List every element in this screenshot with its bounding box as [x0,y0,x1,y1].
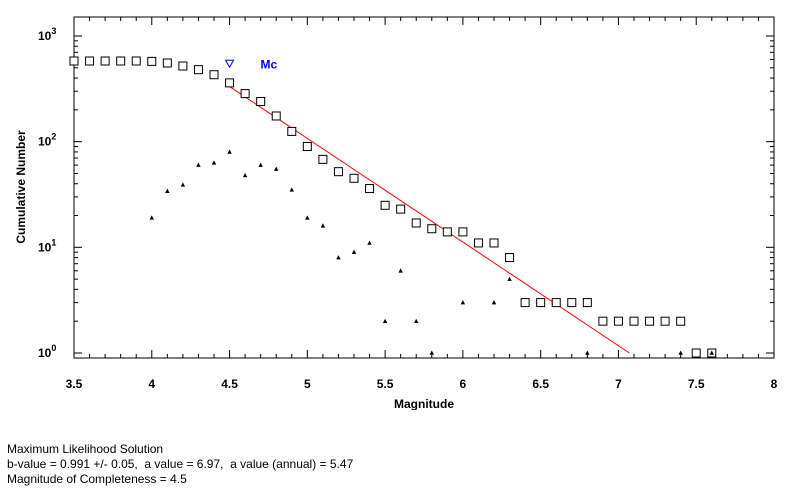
x-axis-title: Magnitude [394,397,454,410]
x-tick-label: 5.5 [377,377,394,391]
x-tick-labels: 3.5 4 4.5 5 5.5 6 6.5 7 7.5 8 [66,377,778,391]
cumulative-point [349,173,359,183]
cumulative-point [427,224,437,234]
x-tick-label: 4 [148,377,155,391]
cumulative-point [271,111,281,121]
incremental-point [709,350,714,355]
cumulative-point [505,253,515,263]
mc-marker [224,59,235,69]
info-line-1: Maximum Likelihood Solution [7,442,164,456]
cumulative-point [411,218,421,228]
incremental-point [382,318,388,323]
incremental-point [258,162,263,167]
cumulative-point [116,56,126,66]
cumulative-point [645,316,655,326]
cumulative-point [396,204,406,214]
cumulative-point [365,184,375,194]
cumulative-point [380,200,390,210]
info-line-2: b-value = 0.991 +/- 0.05, a value = 6.97… [7,457,354,471]
cumulative-point [85,56,95,66]
incremental-point [507,276,512,281]
cumulative-point [256,96,266,106]
cumulative-point [489,238,499,248]
incremental-point [305,215,310,220]
incremental-point [678,350,683,355]
incremental-point [398,268,403,273]
incremental-point [149,215,154,220]
axis-ticks [73,17,775,358]
incremental-point [242,172,248,178]
cumulative-point [209,70,219,80]
x-tick-label: 5 [304,377,311,391]
cumulative-point [473,238,483,248]
incremental-point [289,187,294,192]
y-tick-label: 100 [38,343,56,360]
cumulative-point [660,316,670,326]
incremental-point [180,182,186,187]
y-tick-label: 102 [38,132,56,149]
cumulative-point [100,56,110,66]
incremental-point [414,318,419,323]
incremental-point [351,249,357,254]
fit-line [229,86,630,354]
incremental-point [211,160,217,165]
cumulative-point [691,348,701,358]
cumulative-point [551,298,561,308]
plot-frame [73,16,775,359]
cumulative-point [613,316,623,326]
cumulative-point [147,56,157,66]
incremental-point [336,255,341,260]
incremental-point [460,300,466,305]
y-tick-label: 101 [38,237,56,254]
cumulative-point [629,316,639,326]
cumulative-point [287,126,297,136]
cumulative-point [676,316,686,326]
x-tick-label: 3.5 [66,377,83,391]
incremental-point [227,149,232,154]
cumulative-point [598,316,608,326]
info-line-3: Magnitude of Completeness = 4.5 [7,472,187,486]
data-points [69,56,717,358]
annotations: Mc [224,57,278,71]
x-tick-label: 7.5 [688,377,705,391]
x-tick-label: 6.5 [532,377,549,391]
y-tick-label: 103 [38,26,56,43]
x-tick-label: 6 [460,377,467,391]
cumulative-point [162,58,172,68]
y-axis-title: Cumulative Number [14,130,28,244]
cumulative-point [567,298,577,308]
incremental-point [367,240,372,245]
cumulative-point [520,298,530,308]
cumulative-point [442,227,452,237]
cumulative-point [193,65,203,75]
mc-label: Mc [261,57,278,71]
cumulative-point [178,61,188,71]
cumulative-point [302,142,312,152]
cumulative-point [333,167,343,177]
cumulative-point [536,298,546,308]
incremental-point [274,166,279,171]
incremental-point [165,188,170,193]
frequency-magnitude-chart: 3.5 4 4.5 5 5.5 6 6.5 7 7.5 8 100 101 102 103 Mc Mag… [14,16,778,410]
cumulative-point [240,89,250,99]
y-tick-labels: 100 101 102 103 [38,26,56,360]
cumulative-point [582,298,592,308]
cumulative-point [318,154,328,164]
x-tick-label: 7 [615,377,622,391]
x-tick-label: 8 [771,377,778,391]
x-tick-label: 4.5 [221,377,238,391]
cumulative-point [69,56,79,66]
incremental-point [585,350,590,355]
cumulative-point [225,78,235,88]
cumulative-point [131,56,141,66]
incremental-point [320,223,326,228]
incremental-point [491,300,497,305]
cumulative-point [458,227,468,237]
incremental-point [429,350,434,355]
incremental-point [196,162,201,167]
